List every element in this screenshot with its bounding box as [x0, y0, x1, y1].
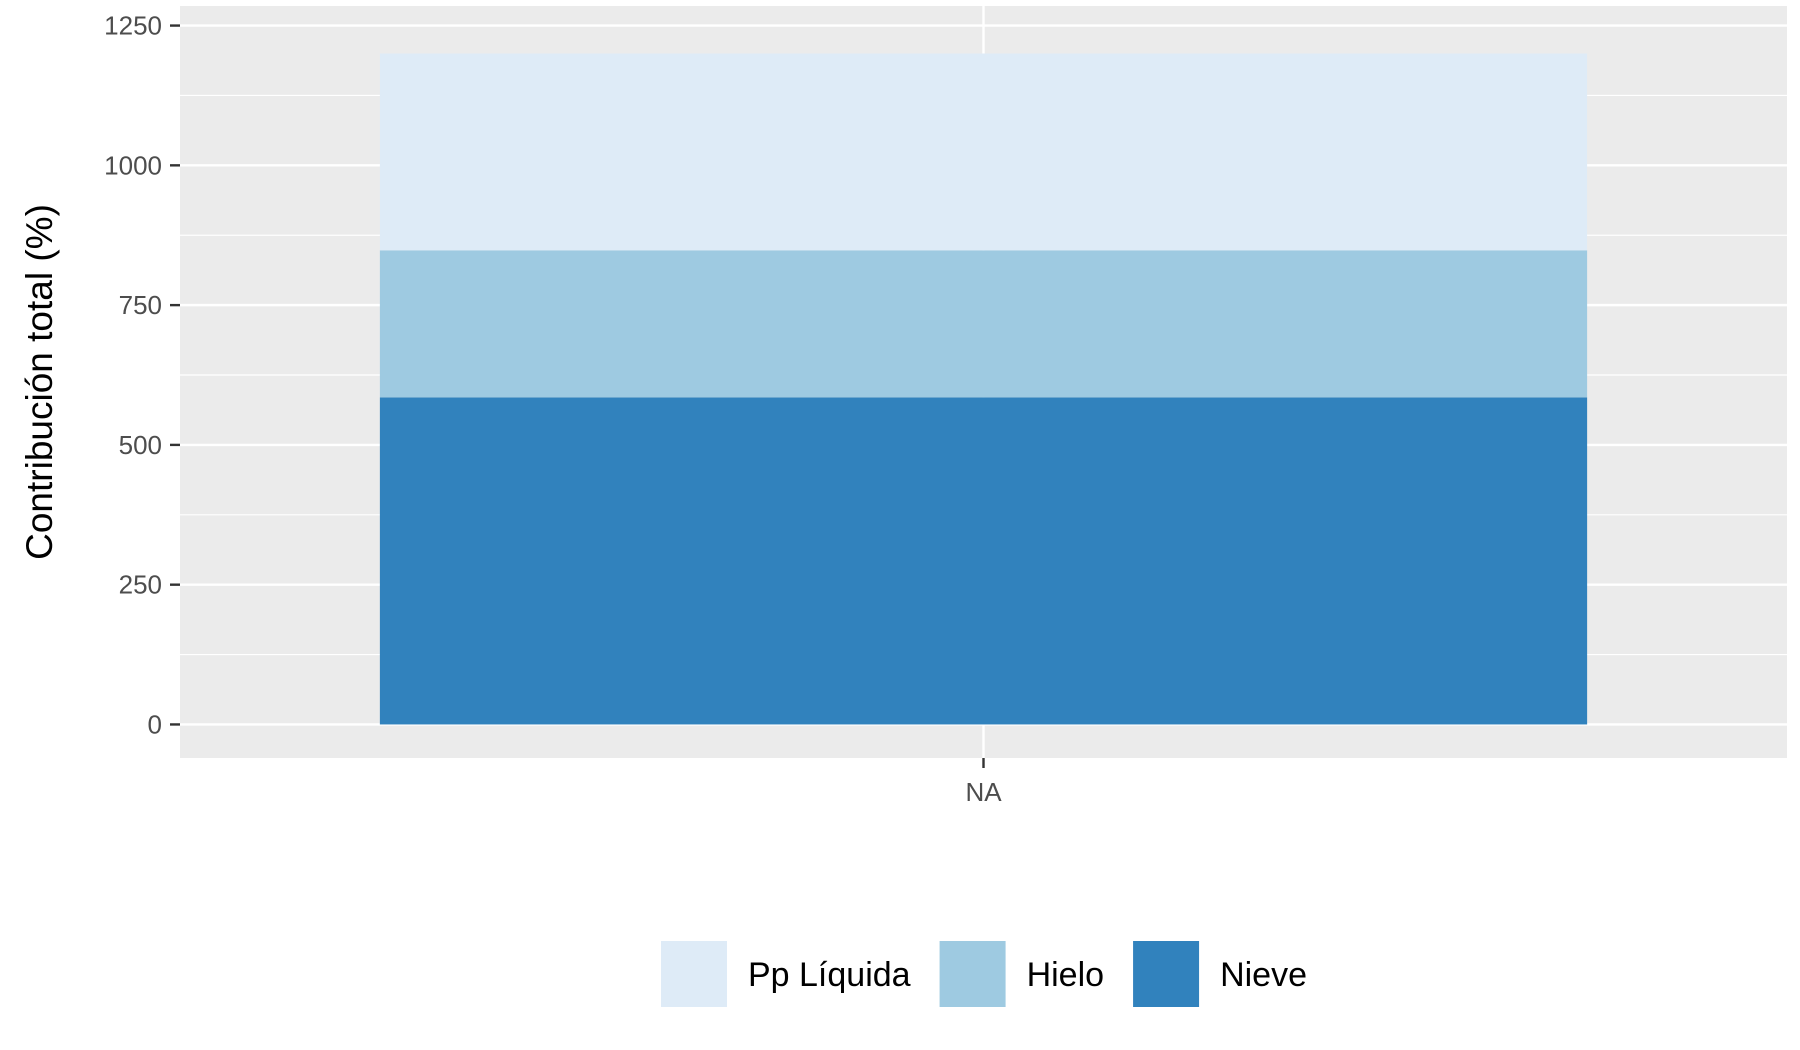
y-tick-label: 0 [148, 709, 162, 739]
legend-item: Hielo [937, 939, 1104, 1009]
x-tick-label: NA [965, 777, 1002, 807]
y-tick-label: 500 [119, 430, 162, 460]
bar-segment-pp-l-quida [379, 53, 1588, 251]
legend-label: Nieve [1220, 956, 1307, 994]
axes: 0 250 500 750 1000 1250 NA [104, 11, 1002, 807]
legend-label: Hielo [1027, 956, 1104, 994]
legend-label: Pp Líquida [748, 956, 911, 994]
legend: Pp Líquida Hielo Nieve [658, 939, 1307, 1009]
bars [379, 53, 1588, 725]
legend-item: Nieve [1131, 939, 1307, 1009]
legend-key [1131, 939, 1202, 1009]
y-tick-label: 250 [119, 570, 162, 600]
bar-segment-nieve [379, 397, 1588, 725]
bar-segment-hielo [379, 250, 1588, 398]
legend-key [937, 939, 1008, 1009]
y-axis-title: Contribución total (%) [19, 204, 60, 560]
y-tick-label: 1250 [104, 11, 162, 41]
y-tick-label: 1000 [104, 150, 162, 180]
legend-item: Pp Líquida [658, 939, 911, 1009]
y-tick-label: 750 [119, 290, 162, 320]
legend-key [658, 939, 729, 1009]
